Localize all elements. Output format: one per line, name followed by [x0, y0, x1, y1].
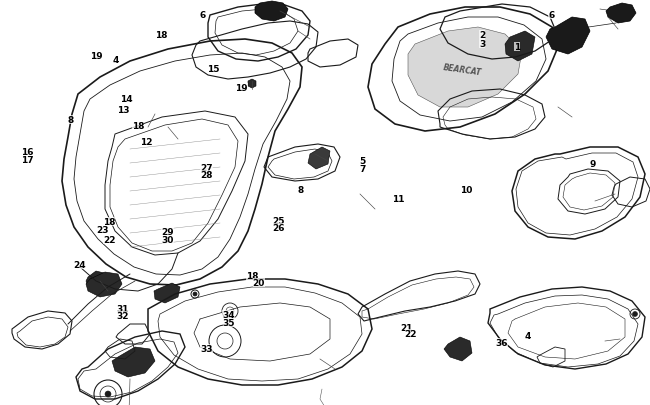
- Circle shape: [632, 312, 638, 317]
- Text: 19: 19: [90, 51, 103, 60]
- Text: 25: 25: [272, 216, 285, 225]
- Text: 27: 27: [200, 164, 213, 173]
- Polygon shape: [408, 28, 522, 108]
- Polygon shape: [546, 18, 590, 55]
- Text: 13: 13: [117, 106, 130, 115]
- Text: 4: 4: [525, 331, 531, 340]
- Polygon shape: [154, 284, 180, 303]
- Text: 8: 8: [67, 116, 73, 125]
- Polygon shape: [308, 148, 330, 170]
- Text: 22: 22: [103, 235, 116, 244]
- Polygon shape: [444, 337, 472, 361]
- Text: 8: 8: [297, 185, 304, 194]
- Text: 19: 19: [235, 84, 248, 93]
- Text: 10: 10: [460, 185, 473, 194]
- Text: 32: 32: [116, 311, 129, 320]
- Polygon shape: [112, 347, 155, 377]
- Text: 35: 35: [222, 319, 235, 328]
- Text: 11: 11: [391, 195, 404, 204]
- Text: 30: 30: [161, 235, 174, 244]
- Text: 5: 5: [359, 157, 366, 166]
- Text: 28: 28: [200, 171, 213, 179]
- Polygon shape: [86, 272, 122, 297]
- Text: 17: 17: [21, 156, 34, 164]
- Text: 18: 18: [131, 122, 144, 131]
- Circle shape: [193, 292, 197, 296]
- Text: 6: 6: [200, 11, 206, 20]
- Text: 23: 23: [96, 226, 109, 234]
- Text: 18: 18: [155, 31, 168, 40]
- Polygon shape: [248, 80, 256, 89]
- Text: 7: 7: [359, 165, 366, 174]
- Text: 18: 18: [246, 272, 259, 281]
- Text: 18: 18: [103, 217, 116, 226]
- Text: 20: 20: [252, 278, 265, 287]
- Polygon shape: [505, 32, 535, 62]
- Text: 34: 34: [222, 311, 235, 320]
- Polygon shape: [606, 4, 636, 24]
- Text: 6: 6: [548, 11, 554, 20]
- Text: 1: 1: [514, 43, 520, 52]
- Text: 22: 22: [404, 330, 417, 339]
- Text: 29: 29: [161, 227, 174, 236]
- Text: 33: 33: [200, 345, 213, 354]
- Text: 21: 21: [400, 323, 413, 332]
- Text: 14: 14: [120, 95, 133, 104]
- Text: BEARCAT: BEARCAT: [442, 63, 482, 77]
- Text: 36: 36: [495, 338, 508, 347]
- Text: 24: 24: [73, 261, 86, 270]
- Text: 12: 12: [140, 138, 153, 147]
- Text: 2: 2: [479, 31, 486, 40]
- Text: 16: 16: [21, 147, 34, 156]
- Circle shape: [105, 391, 111, 397]
- Text: 9: 9: [590, 160, 596, 168]
- Text: 15: 15: [207, 65, 220, 74]
- Polygon shape: [255, 2, 288, 22]
- Text: 4: 4: [112, 55, 119, 64]
- Text: 31: 31: [116, 304, 129, 313]
- Text: 26: 26: [272, 223, 285, 232]
- Polygon shape: [86, 271, 108, 291]
- Text: 3: 3: [479, 40, 486, 49]
